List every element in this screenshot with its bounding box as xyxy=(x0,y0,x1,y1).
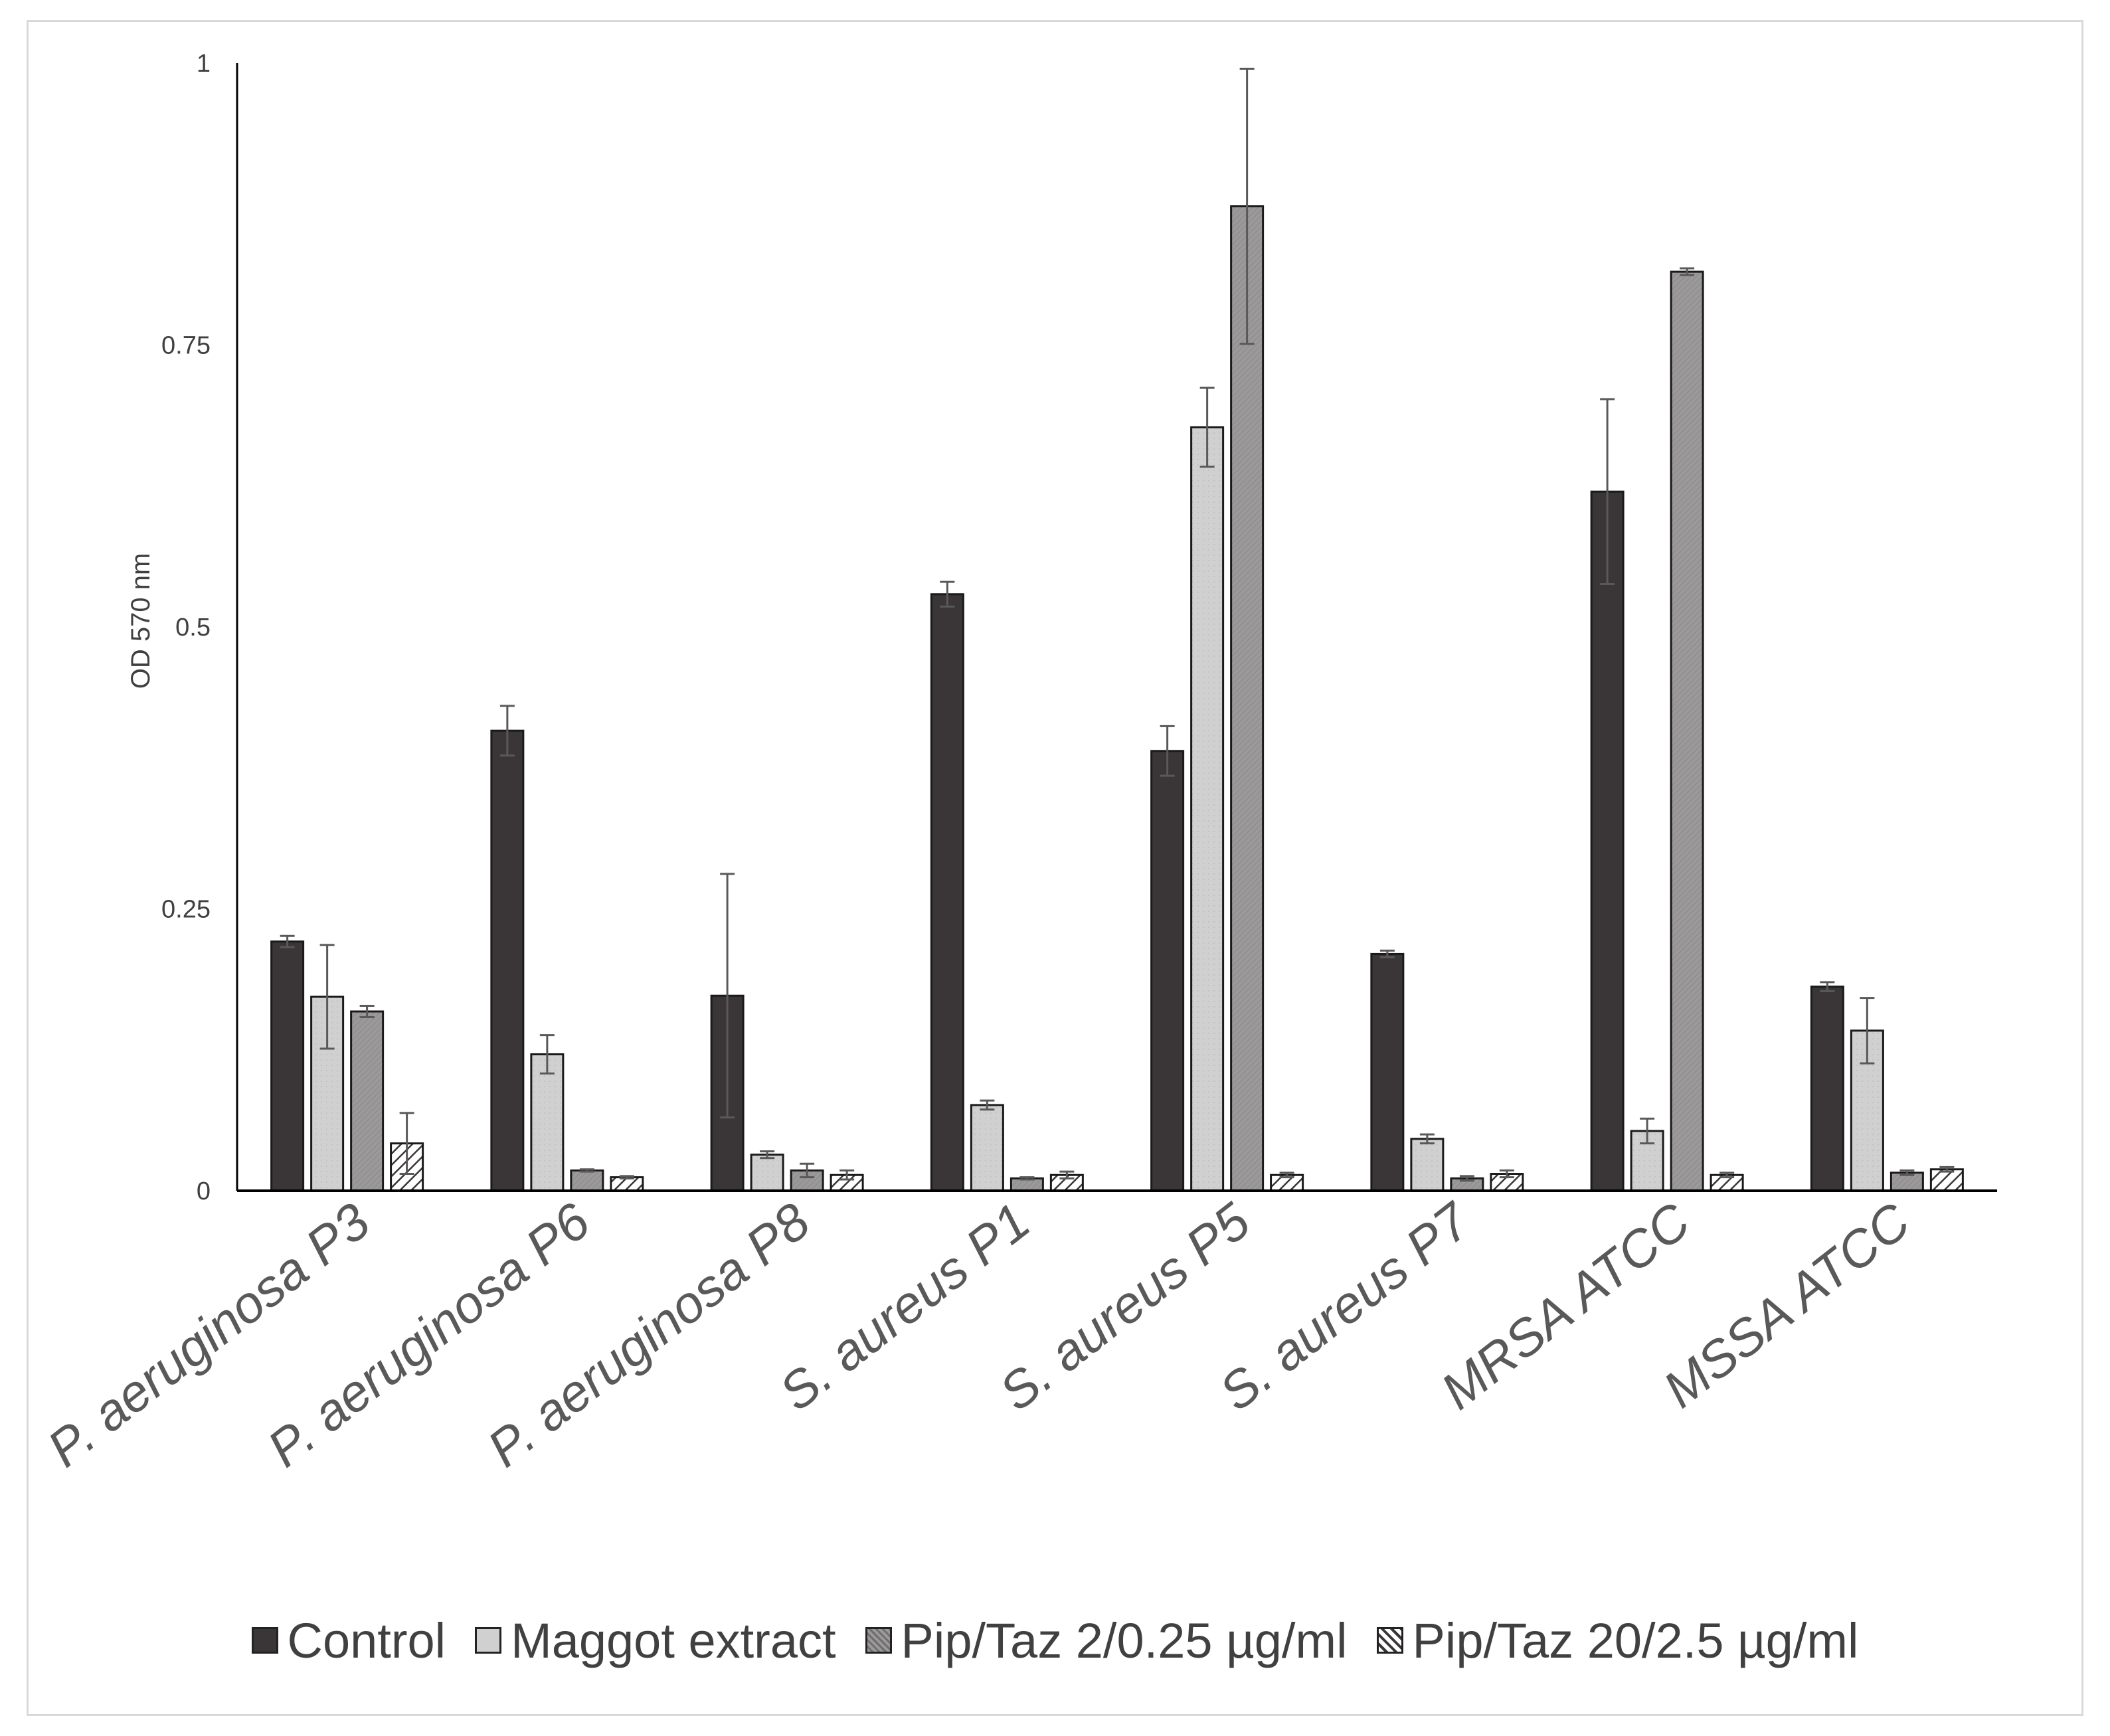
bar xyxy=(1590,490,1625,1192)
bar xyxy=(570,1169,604,1192)
legend-label: Control xyxy=(287,1612,446,1668)
bar xyxy=(1410,1138,1445,1192)
y-tick-label: 0 xyxy=(197,1177,211,1205)
bar xyxy=(1670,270,1704,1192)
y-tick-label: 0.75 xyxy=(161,332,211,360)
y-ticks: 0 0.25 0.5 0.75 1 xyxy=(161,50,211,1205)
category-labels: P. aeruginosa P3P. aeruginosa P6P. aerug… xyxy=(37,1190,1921,1478)
legend-item: Control xyxy=(251,1612,446,1669)
axes xyxy=(236,63,1997,1192)
legend-label: Pip/Taz 20/2.5 µg/ml xyxy=(1412,1612,1859,1668)
bars xyxy=(270,205,1964,1192)
bar xyxy=(1810,986,1844,1192)
x-tick-label: MSSA ATCC xyxy=(1652,1191,1921,1419)
legend-item: Maggot extract xyxy=(475,1612,836,1669)
legend-item: Pip/Taz 2/0.25 µg/ml xyxy=(865,1612,1348,1669)
bar xyxy=(930,593,964,1192)
bar xyxy=(350,1010,385,1192)
y-tick-label: 1 xyxy=(197,50,211,78)
bar xyxy=(490,729,525,1192)
legend-item: Pip/Taz 20/2.5 µg/ml xyxy=(1376,1612,1859,1669)
bar xyxy=(970,1104,1004,1192)
y-axis-label: OD 570 nm xyxy=(126,553,155,689)
bar xyxy=(1230,205,1265,1192)
legend-label: Pip/Taz 2/0.25 µg/ml xyxy=(901,1612,1348,1668)
error-bars xyxy=(280,67,1955,1182)
legend-label: Maggot extract xyxy=(511,1612,836,1668)
legend-swatch xyxy=(1376,1627,1403,1654)
legend: Control Maggot extract Pip/Taz 2/0.25 µg/m… xyxy=(0,1607,2110,1674)
legend-swatch xyxy=(251,1627,278,1654)
bar xyxy=(1370,952,1405,1192)
legend-swatch xyxy=(865,1627,892,1654)
bar xyxy=(530,1053,565,1192)
y-tick-label: 0.5 xyxy=(175,614,211,642)
chart-frame xyxy=(27,20,2083,1716)
bar xyxy=(1150,750,1185,1192)
bar xyxy=(1190,426,1225,1192)
bar xyxy=(750,1154,784,1192)
bar xyxy=(270,940,305,1192)
y-tick-label: 0.25 xyxy=(161,896,211,924)
legend-swatch xyxy=(475,1627,502,1654)
